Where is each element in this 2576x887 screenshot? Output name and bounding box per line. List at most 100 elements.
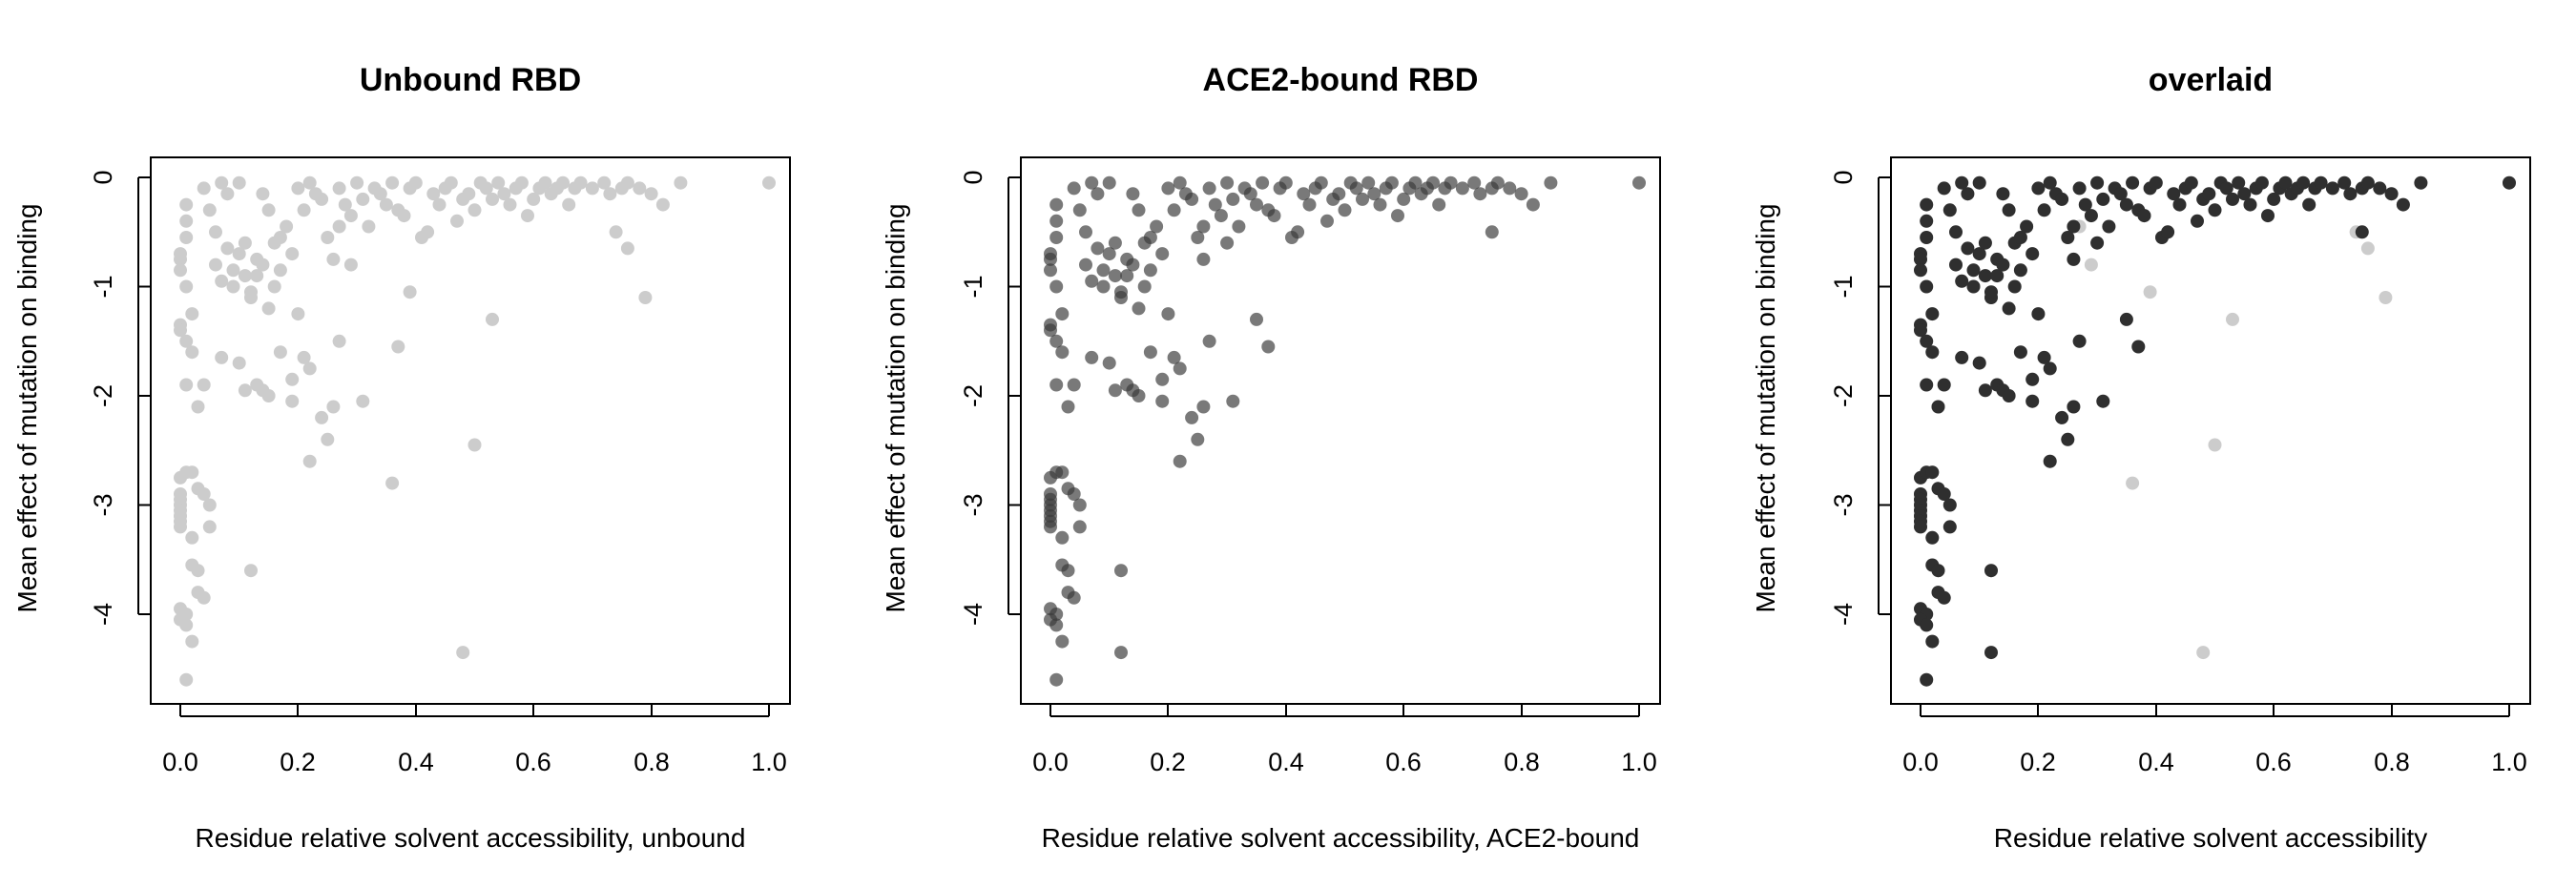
data-point-bound — [1132, 389, 1146, 402]
data-point-unbound — [486, 192, 499, 206]
data-point-unbound — [644, 187, 658, 201]
data-point-unbound — [456, 646, 470, 660]
y-tick-label: -2 — [1829, 384, 1858, 407]
data-point-bound — [1278, 175, 1293, 190]
data-point-bound — [1044, 323, 1057, 338]
data-point-bound — [2043, 454, 2057, 468]
data-point-bound — [1049, 378, 1064, 392]
data-point-bound — [1984, 646, 1998, 660]
data-point-bound — [2191, 214, 2204, 228]
data-point-bound — [1143, 263, 1157, 278]
data-point-bound — [2396, 197, 2410, 212]
data-point-unbound — [2208, 438, 2222, 452]
data-point-bound — [2037, 203, 2051, 217]
data-point-bound — [1196, 400, 1211, 414]
data-point-unbound — [467, 203, 482, 217]
data-point-bound — [2113, 187, 2128, 201]
data-point-bound — [1931, 400, 1945, 414]
x-tick-label: 0.6 — [2255, 748, 2292, 776]
data-point-bound — [1426, 175, 1440, 190]
data-point-bound — [1349, 181, 1363, 196]
panel-ace2-bound: ACE2-bound RBD Mean effect of mutation o… — [881, 62, 1661, 853]
data-point-bound — [1391, 209, 1404, 223]
data-point-unbound — [609, 225, 623, 239]
data-point-bound — [1126, 258, 1140, 272]
data-point-bound — [2013, 345, 2027, 360]
data-point-bound — [1202, 334, 1216, 348]
data-point-unbound — [521, 209, 534, 223]
data-point-bound — [2025, 394, 2040, 408]
data-point-bound — [2384, 187, 2399, 201]
data-point-bound — [1049, 231, 1064, 244]
data-point-bound — [2072, 181, 2087, 196]
data-point-unbound — [385, 476, 400, 490]
data-point-bound — [1067, 181, 1081, 196]
data-point-bound — [2325, 181, 2339, 196]
data-point-unbound — [326, 252, 341, 266]
data-point-unbound — [2360, 241, 2375, 256]
data-point-unbound — [174, 520, 187, 534]
data-point-bound — [1226, 394, 1240, 408]
data-point-unbound — [638, 291, 653, 304]
data-point-bound — [2237, 187, 2252, 201]
data-point-unbound — [215, 350, 229, 364]
data-point-bound — [1108, 269, 1122, 283]
data-point-bound — [1167, 350, 1181, 364]
data-point-bound — [1067, 378, 1081, 392]
x-tick-label: 1.0 — [1621, 748, 1657, 776]
data-point-unbound — [527, 192, 541, 206]
y-tick-label: 0 — [1829, 170, 1858, 184]
data-point-unbound — [2196, 646, 2211, 660]
y-tick-label: -4 — [89, 603, 117, 626]
data-point-unbound — [291, 181, 305, 196]
x-tick-label: 0.2 — [1150, 748, 1186, 776]
data-point-bound — [1503, 181, 1517, 196]
data-point-bound — [1955, 350, 1969, 364]
data-point-unbound — [503, 197, 517, 212]
y-tick-label: 0 — [959, 170, 987, 184]
data-point-bound — [1455, 181, 1469, 196]
data-point-bound — [1072, 498, 1087, 512]
data-point-bound — [2102, 219, 2116, 234]
data-point-bound — [1079, 258, 1092, 272]
data-point-unbound — [385, 175, 400, 190]
data-point-unbound — [174, 263, 187, 278]
data-point-bound — [2067, 400, 2081, 414]
data-point-unbound — [486, 312, 499, 326]
y-tick-label: -2 — [959, 384, 987, 407]
data-point-unbound — [215, 175, 229, 190]
data-point-bound — [1055, 307, 1070, 321]
data-point-unbound — [185, 530, 199, 545]
data-point-bound — [2219, 181, 2233, 196]
data-point-unbound — [261, 301, 276, 316]
data-point-unbound — [185, 345, 199, 360]
data-point-bound — [1920, 672, 1934, 687]
data-point-unbound — [185, 307, 199, 321]
data-point-unbound — [174, 252, 187, 266]
data-point-bound — [1978, 383, 1992, 398]
data-point-bound — [2061, 231, 2075, 244]
data-point-unbound — [356, 394, 370, 408]
data-point-unbound — [562, 197, 576, 212]
x-tick-label: 0.8 — [634, 748, 670, 776]
data-point-bound — [2037, 350, 2051, 364]
x-tick-label: 0.2 — [280, 748, 316, 776]
data-point-bound — [2232, 175, 2246, 190]
data-point-bound — [1191, 432, 1205, 446]
data-point-bound — [1996, 187, 2010, 201]
panel-title: ACE2-bound RBD — [1203, 62, 1479, 98]
data-point-bound — [1155, 247, 1170, 261]
data-point-bound — [1984, 285, 1998, 299]
data-point-bound — [1526, 197, 1540, 212]
data-point-unbound — [285, 247, 300, 261]
data-point-bound — [2149, 175, 2163, 190]
data-point-bound — [2090, 236, 2105, 250]
data-point-unbound — [197, 487, 211, 501]
data-point-bound — [1914, 520, 1927, 534]
data-point-bound — [2096, 394, 2110, 408]
data-point-unbound — [674, 175, 688, 190]
y-tick-label: -4 — [959, 603, 987, 626]
data-point-unbound — [332, 181, 346, 196]
data-point-bound — [1044, 263, 1057, 278]
data-point-bound — [1937, 590, 1951, 605]
